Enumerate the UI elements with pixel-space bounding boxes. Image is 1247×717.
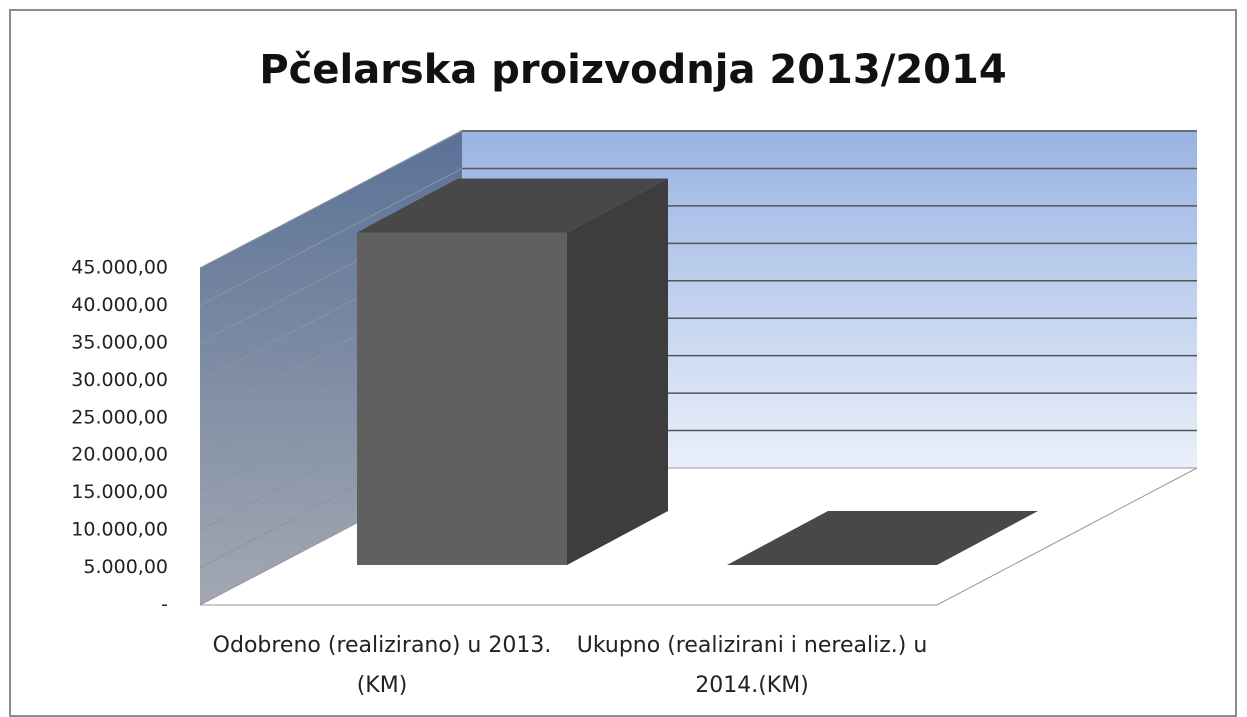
y-tick-label: 30.000,00	[71, 369, 168, 391]
bar-side	[567, 178, 668, 565]
grid-line	[199, 168, 463, 306]
bar-top	[357, 178, 668, 233]
x-tick-label: Ukupno (realizirani i nerealiz.) u 2014.…	[576, 633, 928, 698]
bar-top	[727, 511, 1038, 565]
x-tick-label: Odobreno (realizirano) u 2013. (KM)	[212, 633, 552, 698]
y-tick-label: 10.000,00	[71, 519, 168, 541]
y-tick-label: 15.000,00	[71, 481, 168, 503]
y-tick-label: 45.000,00	[71, 257, 168, 279]
grid-line	[199, 130, 463, 269]
bar-front	[357, 232, 567, 565]
y-tick-label: 20.000,00	[71, 444, 168, 466]
y-tick-label: 25.000,00	[71, 406, 168, 428]
y-tick-label: 5.000,00	[83, 556, 168, 578]
y-tick-label: 35.000,00	[71, 331, 168, 353]
chart-title: Pčelarska proizvodnja 2013/2014	[259, 47, 1006, 93]
y-tick-label: -	[161, 594, 168, 616]
y-tick-label: 40.000,00	[71, 294, 168, 316]
